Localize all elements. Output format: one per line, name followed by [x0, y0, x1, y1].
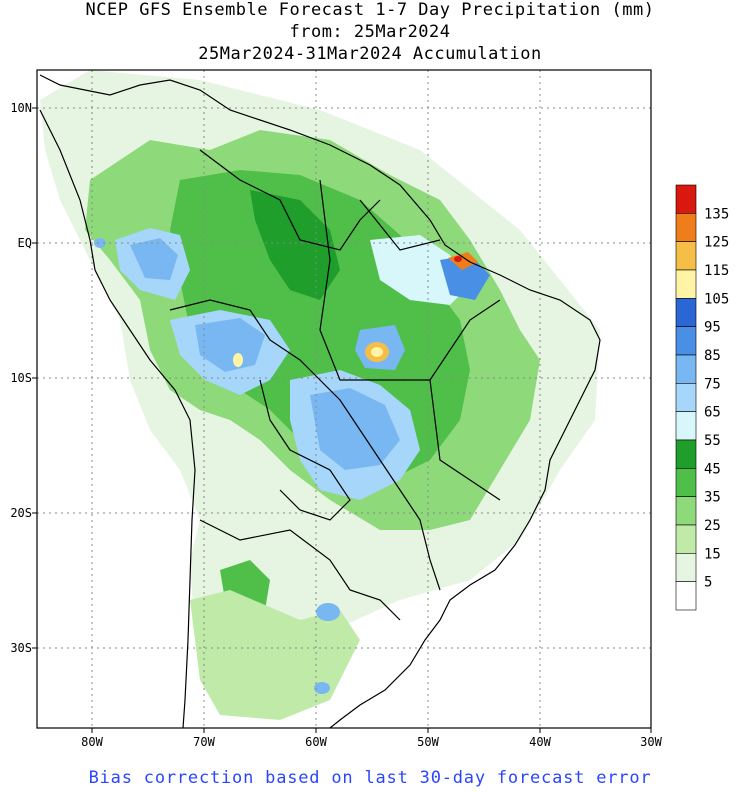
legend-label: 105 [704, 291, 729, 307]
map-gridlines [37, 70, 651, 728]
axis-ticks [32, 107, 652, 733]
legend-label: 125 [704, 235, 729, 251]
legend-swatch [675, 439, 697, 469]
legend-swatch [675, 383, 697, 412]
y-tick-label: 10S [10, 371, 32, 385]
precipitation-field [40, 70, 600, 720]
precip-max-coast-core [454, 256, 462, 262]
x-tick-label: 80W [81, 735, 103, 749]
precip-max-amazon-core [371, 347, 383, 357]
x-tick-label: 50W [417, 735, 439, 749]
forecast-from: from: 25Mar2024 [289, 22, 451, 42]
x-tick-label: 30W [640, 735, 662, 749]
coastline [39, 74, 601, 728]
precip-spot-south2 [314, 682, 330, 694]
legend-swatch [675, 553, 697, 582]
legend-label: 85 [704, 348, 721, 364]
legend-label: 25 [704, 518, 721, 534]
border-bolivia [259, 379, 351, 521]
legend-swatch [675, 496, 697, 526]
legend-swatch [675, 354, 697, 384]
precip-zone-blue-nw [130, 238, 178, 280]
legend-swatch [675, 298, 697, 327]
legend-swatch [675, 411, 697, 441]
precip-spot-nw [94, 238, 106, 248]
legend-colorbar: 5 15 25 35 45 55 65 75 85 95 105 115 125 135 [675, 184, 729, 611]
precip-max-coast [448, 252, 478, 270]
x-tick-label: 70W [193, 735, 215, 749]
legend-swatch [675, 184, 697, 214]
y-tick-label: 20S [10, 506, 32, 520]
border-brazil-north [199, 149, 381, 251]
y-tick-label: 30S [10, 641, 32, 655]
map-frame [36, 69, 652, 729]
border-brazil-west [169, 299, 441, 591]
y-tick-label: 10N [10, 101, 32, 115]
precip-max-west [233, 353, 243, 367]
precip-zone-blue-w [195, 318, 265, 372]
precip-spot-south [316, 603, 340, 621]
precip-zone-cyan-ne [370, 235, 470, 305]
border-argentina [199, 519, 401, 621]
legend-swatch [675, 241, 697, 271]
coastlines-and-borders [39, 74, 601, 728]
legend-label: 45 [704, 461, 721, 477]
legend-label: 55 [704, 433, 721, 449]
precip-zone-blue-c [310, 388, 400, 470]
chart-title: NCEP GFS Ensemble Forecast 1-7 Day Preci… [85, 0, 655, 20]
legend-label: 75 [704, 376, 721, 392]
legend-label: 95 [704, 320, 721, 336]
legend-swatch [675, 213, 697, 242]
precip-zone-deepgreen [250, 190, 340, 300]
x-tick-label: 40W [529, 735, 551, 749]
west-coast [39, 109, 196, 728]
accumulation-period: 25Mar2024-31Mar2024 Accumulation [198, 44, 542, 64]
precip-zone-blue-ne [440, 255, 490, 300]
legend-swatch [675, 326, 697, 356]
legend-label: 115 [704, 263, 729, 279]
legend-label: 5 [704, 575, 712, 591]
bias-correction-note: Bias correction based on last 30-day for… [88, 768, 652, 788]
x-tick-label: 60W [305, 735, 327, 749]
y-tick-label: EQ [18, 236, 32, 250]
legend-swatch [675, 581, 697, 611]
legend-swatch [675, 524, 697, 554]
legend-swatch [675, 269, 697, 299]
legend-label: 135 [704, 206, 729, 222]
legend-label: 15 [704, 546, 721, 562]
legend-label: 35 [704, 490, 721, 506]
border-states [319, 179, 501, 501]
legend-label: 65 [704, 405, 721, 421]
legend-swatch [675, 468, 697, 497]
